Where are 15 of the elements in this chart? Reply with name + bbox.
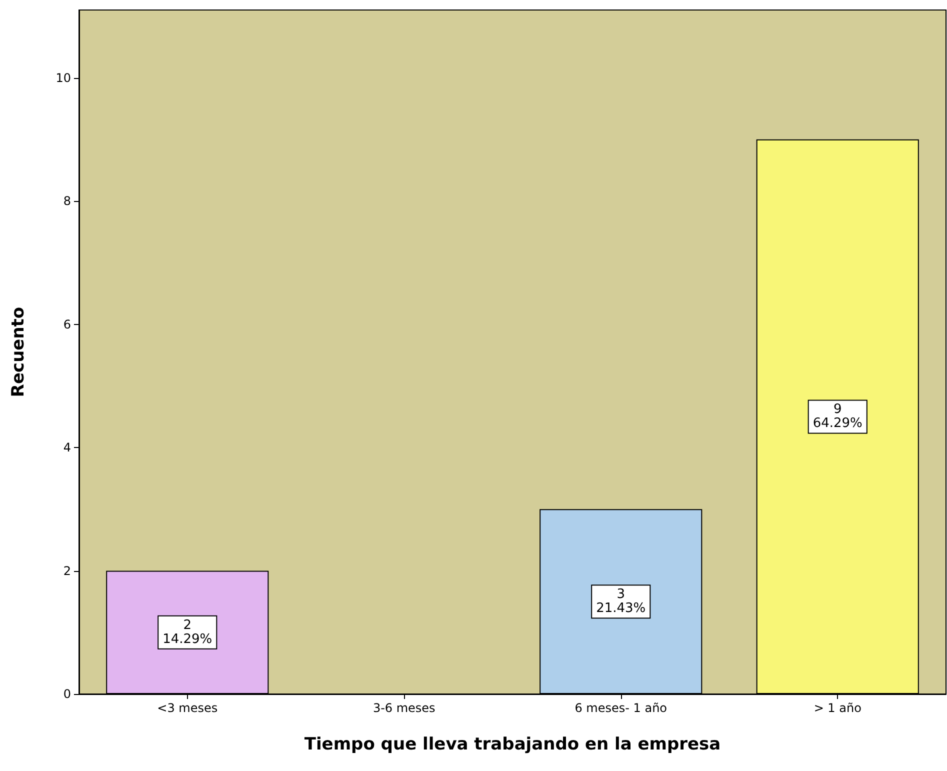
y-tick-label: 8 — [63, 194, 71, 208]
x-tick-label: 3-6 meses — [372, 701, 436, 715]
y-tick-label: 2 — [63, 564, 71, 578]
y-tick-label: 4 — [63, 440, 71, 455]
y-tick-label: 6 — [63, 317, 71, 332]
y-axis-title: Recuento — [8, 306, 28, 398]
x-axis-title: Tiempo que lleva trabajando en la empresa — [304, 734, 721, 754]
y-tick-label: 0 — [63, 687, 71, 701]
x-tick-label: <3 meses — [157, 701, 218, 715]
x-tick-label: > 1 año — [814, 701, 862, 715]
x-tick-label: 6 meses- 1 año — [574, 701, 668, 715]
data-label: 9 64.29% — [812, 402, 862, 432]
data-label: 2 14.29% — [162, 618, 212, 647]
data-label: 3 21.43% — [596, 587, 646, 616]
y-tick-label: 10 — [56, 70, 71, 85]
